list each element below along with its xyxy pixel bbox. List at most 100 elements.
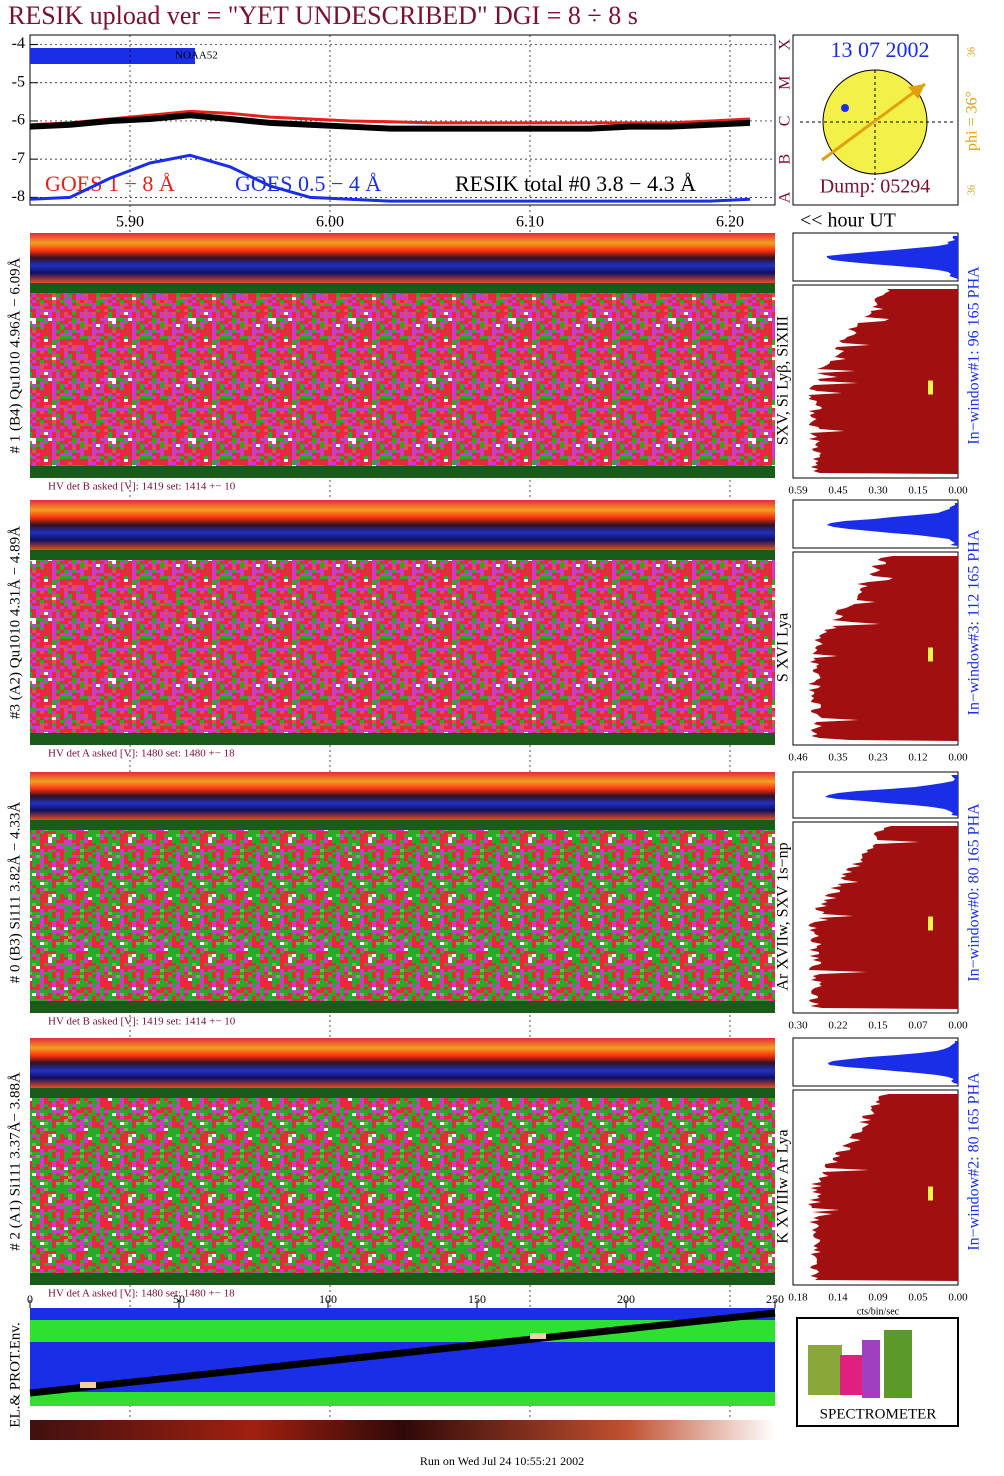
line-label: Ar XVIIw, SXV 1s−np <box>775 842 792 990</box>
spectrum-histogram <box>808 289 958 474</box>
satellite-label: NOAA52 <box>175 50 218 62</box>
sun-date: 13 07 2002 <box>831 37 930 62</box>
marker <box>928 647 933 662</box>
spectrum-histogram <box>808 826 958 1009</box>
env-marker <box>530 1333 546 1339</box>
hist-tick-label: 0.23 <box>868 752 888 764</box>
class-label: C <box>777 116 794 127</box>
line-label: SXV, Si Lyβ, SiXIII <box>775 316 792 445</box>
panel-label: # 0 (B3) Si111 3.82Å − 4.33Å <box>7 802 23 984</box>
env-trace <box>29 1309 776 1397</box>
x-tick-label: 5.90 <box>116 214 144 231</box>
hist-tick-label: 0.15 <box>908 485 928 497</box>
env-tick-label: 150 <box>468 1292 486 1306</box>
heatmap <box>30 830 775 1001</box>
class-label: X <box>777 38 794 50</box>
pha-histogram <box>827 1041 958 1084</box>
phi-arrowhead <box>908 84 925 99</box>
legend-label: GOES 0.5 − 4 Å <box>235 171 381 196</box>
satellite-bar <box>30 48 195 64</box>
y-tick-label: -6 <box>12 112 25 129</box>
hist-tick-label: 0.59 <box>788 485 808 497</box>
y-tick-label: -5 <box>12 73 25 90</box>
hist-tick-label: 0.05 <box>908 1292 928 1304</box>
y-tick-label: -8 <box>12 188 25 205</box>
x-tick-label: 6.10 <box>516 214 544 231</box>
hist-tick-label: 0.12 <box>908 752 927 764</box>
window-label: In−window#3: 112 165 PHA <box>966 529 983 715</box>
hist-tick-label: 0.30 <box>788 1020 808 1032</box>
class-label: A <box>777 191 794 203</box>
hour-label: << hour UT <box>800 210 896 232</box>
hist-unit: cts/bin/sec <box>857 1306 900 1317</box>
env-marker <box>80 1382 96 1388</box>
env-tick-label: 0 <box>27 1292 33 1306</box>
logo-e <box>840 1355 862 1395</box>
hist-tick-label: 0.30 <box>868 485 888 497</box>
hist-tick-label: 0.00 <box>948 752 968 764</box>
class-label: M <box>777 76 794 90</box>
hist-tick-label: 0.00 <box>948 1292 968 1304</box>
logo-r <box>808 1345 842 1395</box>
hist-tick-label: 0.00 <box>948 485 968 497</box>
colorbar <box>30 1420 775 1440</box>
hist-tick-label: 0.46 <box>788 752 808 764</box>
y-tick-label: -4 <box>12 35 25 52</box>
marker <box>928 1186 933 1201</box>
marker <box>928 916 933 931</box>
hv-label: HV det B asked [V]: 1419 set: 1414 +− 10 <box>48 1016 236 1028</box>
legend-label: GOES 1 − 8 Å <box>45 171 175 196</box>
env-tick-label: 250 <box>766 1292 784 1306</box>
sun-angle: 36 <box>966 185 977 195</box>
footer: Run on Wed Jul 24 10:55:21 2002 <box>420 1454 584 1468</box>
y-tick-label: -7 <box>12 150 25 167</box>
spectrum-histogram <box>808 1094 958 1281</box>
hist-tick-label: 0.35 <box>828 752 848 764</box>
series-line <box>29 112 751 132</box>
spectrum-strip <box>30 500 775 550</box>
line-label: S XVI Lya <box>775 613 792 682</box>
series-line <box>29 153 751 203</box>
hist-tick-label: 0.14 <box>828 1292 848 1304</box>
panel-label: # 2 (A1) Si111 3.37Å− 3.88Å <box>7 1072 23 1251</box>
phi-arrow <box>821 82 926 162</box>
sun-dot <box>841 104 849 112</box>
x-tick-label: 6.20 <box>716 214 744 231</box>
hv-label: HV det B asked [V]: 1419 set: 1414 +− 10 <box>48 481 236 493</box>
logo-text: SPECTROMETER <box>820 1406 937 1422</box>
env-band <box>30 1392 775 1406</box>
window-label: In−window#0: 80 165 PHA <box>966 803 983 982</box>
env-band <box>30 1308 775 1320</box>
hist-tick-label: 0.09 <box>868 1292 888 1304</box>
window-label: In−window#2: 80 165 PHA <box>966 1072 983 1251</box>
env-tick-label: 50 <box>173 1292 185 1306</box>
title: RESIK upload ver = "YET UNDESCRIBED" DGI… <box>8 1 638 30</box>
heatmap <box>30 560 775 733</box>
class-label: B <box>777 154 794 165</box>
env-label: EL.& PROT.Env. <box>7 1322 23 1427</box>
hist-tick-label: 0.15 <box>868 1020 888 1032</box>
spectrum-strip <box>30 772 775 820</box>
line-label: K XVIIIw Ar Lya <box>775 1129 792 1243</box>
env-tick-label: 100 <box>319 1292 337 1306</box>
hist-tick-label: 0.07 <box>908 1020 928 1032</box>
sun-dump: Dump: 05294 <box>820 176 931 198</box>
marker <box>928 380 933 395</box>
series-line <box>29 109 751 127</box>
spectrum-histogram <box>808 556 958 741</box>
legend-label: RESIK total #0 3.8 − 4.3 Å <box>455 171 696 196</box>
env-tick-label: 200 <box>617 1292 635 1306</box>
sun-phi: phi = 36° <box>964 91 981 151</box>
panel-label: # 1 (B4) Qu1010 4.96Å − 6.09Å <box>7 257 23 453</box>
window-label: In−window#1: 96 165 PHA <box>966 266 983 445</box>
x-tick-label: 6.00 <box>316 214 344 231</box>
pha-histogram <box>826 503 958 546</box>
logo-k <box>884 1330 912 1398</box>
heatmap <box>30 1098 775 1273</box>
hv-label: HV det A asked [V]: 1480 set: 1480 +− 18 <box>48 1288 235 1300</box>
panel-label: #3 (A2) Qu1010 4.31Å − 4.89Å <box>7 526 23 719</box>
hv-label: HV det A asked [V]: 1480 set: 1480 +− 18 <box>48 748 235 760</box>
hist-tick-label: 0.45 <box>828 485 848 497</box>
logo-s <box>862 1340 880 1398</box>
